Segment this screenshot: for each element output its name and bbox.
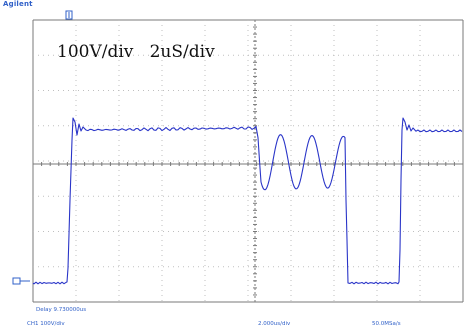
timebase-readout: 2.000us/div [258,321,291,327]
time-per-div-label: 2uS/div [149,42,215,62]
ground-reference-icon [12,277,30,285]
graticule-grid [32,19,464,303]
channel-scale-readout: CH1 100V/div [27,321,65,327]
volts-per-div-label: 100V/div [57,42,134,62]
sample-rate-readout: 50.0MSa/s [372,321,401,327]
trigger-position-icon [65,10,73,20]
delay-readout: Delay 9.730000us [36,307,87,313]
scale-annotation: 100V/div 2uS/div [57,42,215,62]
ch1-waveform-trace [32,117,463,285]
brand-logo: Agilent [3,0,33,8]
